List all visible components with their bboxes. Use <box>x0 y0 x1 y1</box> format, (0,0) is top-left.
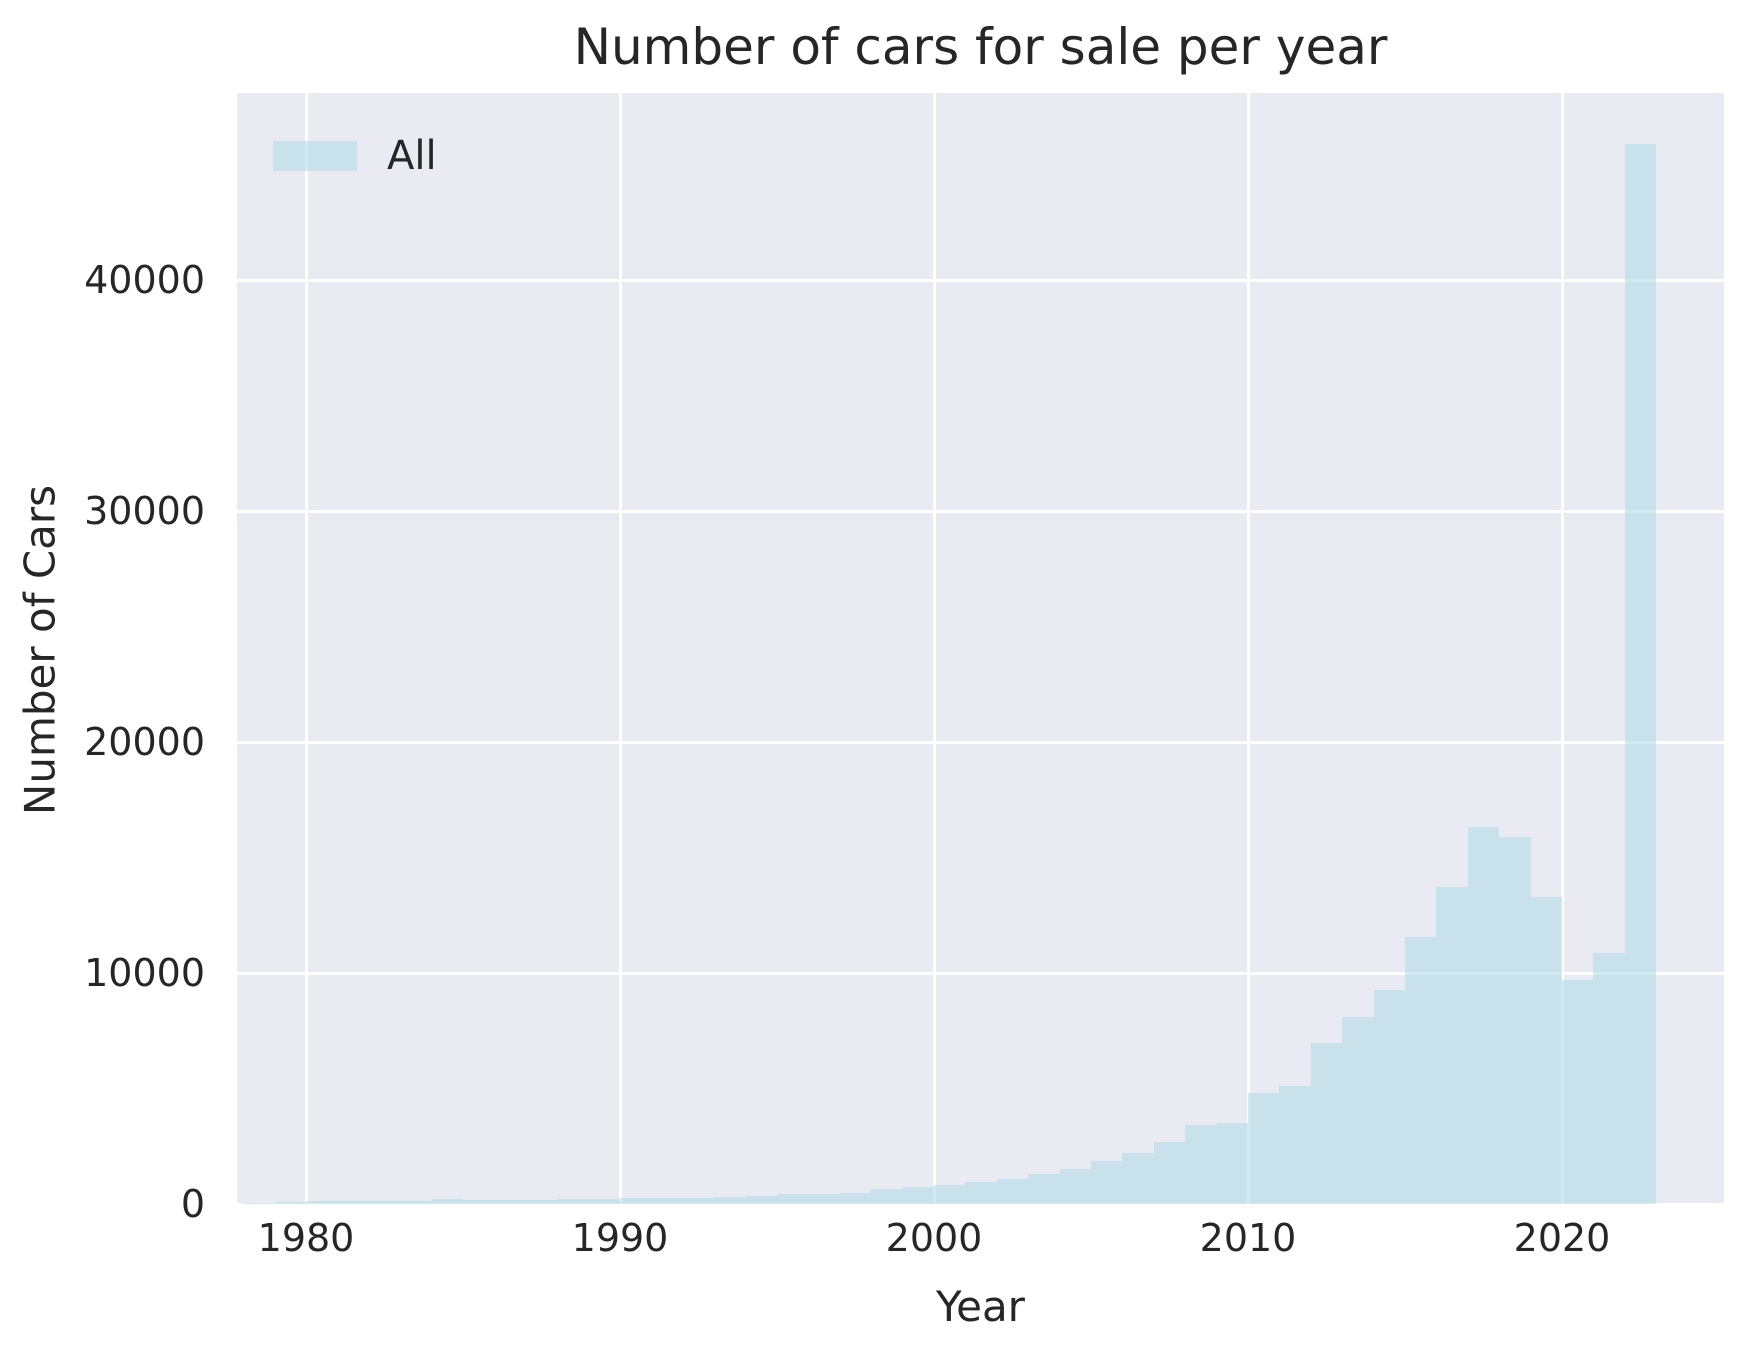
bar-1987 <box>525 1199 558 1204</box>
bar-1980 <box>306 1201 338 1204</box>
bar-2009 <box>1216 1122 1248 1204</box>
x-axis-label: Year <box>936 1282 1025 1331</box>
bar-2005 <box>1091 1161 1123 1204</box>
gridline-y-30000 <box>237 509 1724 513</box>
bar-1994 <box>745 1196 777 1204</box>
bar-1985 <box>463 1200 495 1204</box>
gridline-x-1990 <box>618 93 622 1204</box>
bar-2004 <box>1059 1168 1091 1204</box>
x-tick-label-2020: 2020 <box>1513 1216 1611 1260</box>
bar-2007 <box>1153 1141 1186 1204</box>
bar-1998 <box>871 1188 903 1204</box>
bar-2022 <box>1624 143 1657 1204</box>
bar-1978 <box>243 1202 275 1204</box>
bar-1981 <box>337 1201 369 1204</box>
bar-2020 <box>1562 979 1594 1204</box>
plot-area: All <box>237 93 1724 1204</box>
gridline-x-2010 <box>1246 93 1250 1204</box>
legend: All <box>273 133 437 179</box>
bar-1984 <box>431 1199 463 1204</box>
y-tick-label-40000: 40000 <box>84 258 205 302</box>
bar-2018 <box>1499 836 1531 1204</box>
bar-1997 <box>839 1192 872 1204</box>
gridline-x-2020 <box>1560 93 1564 1204</box>
bar-1990 <box>620 1198 652 1204</box>
x-tick-label-1980: 1980 <box>257 1216 355 1260</box>
y-tick-label-10000: 10000 <box>84 951 205 995</box>
bar-1995 <box>777 1194 809 1204</box>
x-tick-label-2000: 2000 <box>885 1216 983 1260</box>
bar-2019 <box>1530 896 1562 1204</box>
bar-1988 <box>557 1199 589 1204</box>
bar-2006 <box>1122 1152 1154 1204</box>
bar-1986 <box>494 1199 526 1204</box>
x-tick-label-1990: 1990 <box>571 1216 669 1260</box>
y-axis-label: Number of Cars <box>15 484 65 816</box>
bar-1991 <box>651 1197 683 1204</box>
gridline-y-20000 <box>237 740 1724 744</box>
bar-1992 <box>682 1197 715 1204</box>
gridline-x-1980 <box>304 93 308 1204</box>
x-tick-label-2010: 2010 <box>1199 1216 1297 1260</box>
bar-2008 <box>1185 1124 1217 1204</box>
bar-2010 <box>1248 1093 1280 1204</box>
bar-2011 <box>1279 1085 1311 1204</box>
bar-1982 <box>368 1200 401 1204</box>
gridline-y-10000 <box>237 971 1724 975</box>
chart-title: Number of cars for sale per year <box>573 18 1388 76</box>
bar-2015 <box>1405 936 1437 1204</box>
y-tick-label-20000: 20000 <box>84 720 205 764</box>
legend-swatch <box>273 141 357 171</box>
bar-2002 <box>996 1179 1029 1204</box>
y-tick-label-30000: 30000 <box>84 489 205 533</box>
bar-2013 <box>1342 1016 1374 1204</box>
bar-1999 <box>902 1186 934 1204</box>
bar-1979 <box>274 1201 306 1204</box>
y-tick-label-0: 0 <box>180 1182 205 1226</box>
gridline-y-40000 <box>237 278 1724 282</box>
bar-1983 <box>400 1200 432 1204</box>
bar-2014 <box>1373 990 1405 1204</box>
bar-2016 <box>1436 886 1468 1204</box>
bar-2000 <box>934 1185 966 1204</box>
bar-2017 <box>1467 827 1500 1204</box>
bar-1989 <box>588 1199 620 1204</box>
legend-label: All <box>387 133 437 179</box>
bar-1993 <box>714 1196 746 1204</box>
bar-2021 <box>1593 952 1625 1204</box>
bar-1996 <box>808 1194 840 1204</box>
bar-2003 <box>1028 1173 1060 1204</box>
gridline-x-2000 <box>932 93 936 1204</box>
bar-2012 <box>1310 1043 1343 1204</box>
bar-2001 <box>965 1182 997 1204</box>
